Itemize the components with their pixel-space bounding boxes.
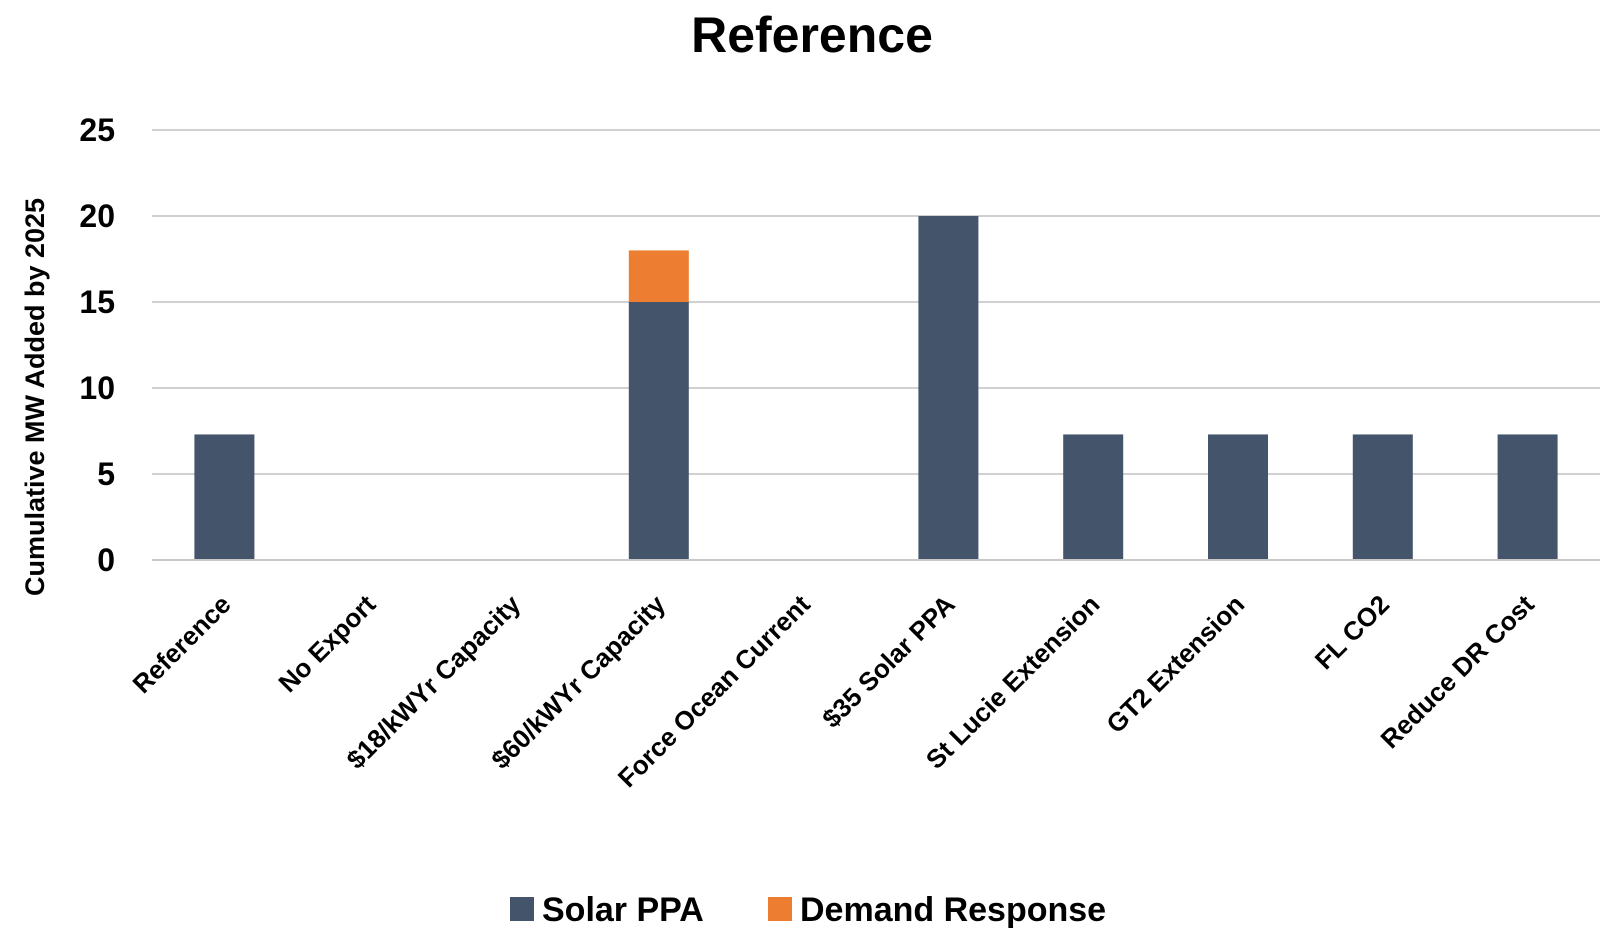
y-axis-ticks: 0 5 10 15 20 25: [79, 112, 115, 578]
bar-demand-response-3: [628, 250, 689, 302]
y-tick-label: 0: [97, 542, 115, 578]
x-tick-label: Reference: [127, 589, 237, 699]
bar-solar-ppa-9: [1497, 434, 1558, 560]
x-tick-label: GT2 Extension: [1100, 589, 1250, 739]
bar-solar-ppa-8: [1352, 434, 1413, 560]
y-tick-label: 25: [79, 112, 115, 148]
bar-solar-ppa-7: [1208, 434, 1268, 560]
y-tick-label: 5: [97, 456, 115, 492]
x-axis-ticks: Reference No Export$18/kWYr Capacity$60/k…: [127, 589, 1541, 793]
bars: [194, 216, 1558, 560]
x-tick-label: FL CO2: [1309, 589, 1395, 675]
legend-label: Demand Response: [800, 891, 1106, 929]
chart-title: Reference: [691, 7, 933, 63]
legend-swatch: [768, 897, 792, 921]
bar-solar-ppa-6: [1063, 434, 1124, 560]
y-axis-label: Cumulative MW Added by 2025: [20, 198, 50, 596]
y-tick-label: 15: [79, 284, 115, 320]
bar-solar-ppa-5: [918, 216, 979, 560]
legend-swatch: [510, 897, 534, 921]
legend: Solar PPA Demand Response: [510, 891, 1106, 929]
bar-solar-ppa-0: [194, 434, 255, 560]
legend-label: Solar PPA: [542, 891, 704, 929]
y-tick-label: 10: [79, 370, 115, 406]
bar-solar-ppa-3: [628, 302, 689, 560]
x-tick-label: $35 Solar PPA: [816, 589, 961, 734]
x-tick-label: Reduce DR Cost: [1375, 589, 1540, 754]
x-tick-label: No Export: [272, 589, 381, 698]
gridlines: [152, 129, 1600, 475]
y-tick-label: 20: [79, 198, 115, 234]
